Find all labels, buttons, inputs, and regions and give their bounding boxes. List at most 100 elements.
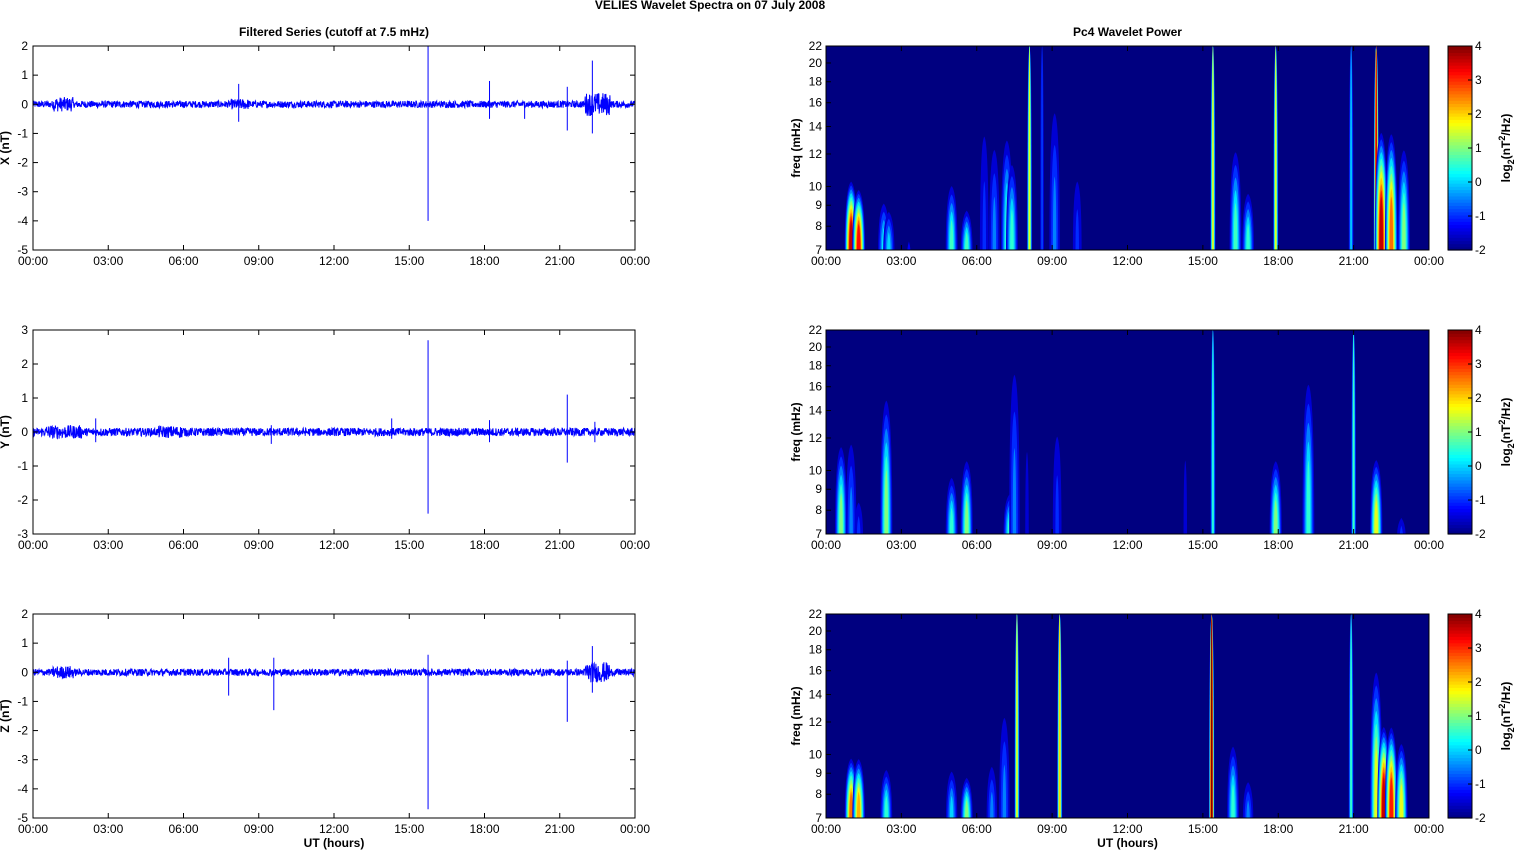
colorbar-segment xyxy=(1448,195,1472,200)
colorbar-segment xyxy=(1448,457,1472,462)
colorbar-tick-label: 4 xyxy=(1475,39,1482,53)
colorbar-segment xyxy=(1448,623,1472,628)
x-axis-label: UT (hours) xyxy=(304,836,365,850)
y-axis-label: freq (mHz) xyxy=(789,402,803,461)
colorbar-segment xyxy=(1448,81,1472,85)
y-tick-label: 20 xyxy=(809,340,823,354)
y-tick-label: 0 xyxy=(21,665,28,679)
colorbar-segment xyxy=(1448,779,1472,784)
colorbar-segment xyxy=(1448,192,1472,197)
colorbar-segment xyxy=(1448,444,1472,449)
y-tick-label: -4 xyxy=(17,214,28,228)
colorbar-segment xyxy=(1448,639,1472,644)
event-contour xyxy=(1246,800,1250,818)
colorbar-segment xyxy=(1448,125,1472,130)
colorbar-segment xyxy=(1448,132,1472,136)
y-tick-label: -1 xyxy=(17,459,28,473)
colorbar-segment xyxy=(1448,186,1472,191)
spectrogram-background xyxy=(826,330,1429,534)
event-contour xyxy=(1389,196,1394,250)
colorbar-segment xyxy=(1448,620,1472,625)
label-superscript: 2 xyxy=(1497,136,1507,141)
spectrogram-events xyxy=(834,330,1406,534)
colorbar-segment xyxy=(1448,122,1472,127)
event-contour xyxy=(1379,196,1384,250)
y-tick-label: 20 xyxy=(809,624,823,638)
spectral-event xyxy=(1057,614,1063,818)
x-tick-label: 00:00 xyxy=(811,254,841,268)
x-tick-label: 03:00 xyxy=(886,538,916,552)
y-tick-label: -3 xyxy=(17,185,28,199)
x-tick-label: 00:00 xyxy=(1414,822,1444,836)
y-tick-label: 22 xyxy=(809,607,823,621)
colorbar-segment xyxy=(1448,773,1472,778)
colorbar-segment xyxy=(1448,170,1472,175)
y-tick-label: 10 xyxy=(809,463,823,477)
spectral-event xyxy=(1014,614,1020,818)
time-series-panel-y: -3 -2 -1 0 1 2 3 Y (nT) 00:00 03:00 06:00 09:00 12:0… xyxy=(0,323,650,552)
panel-title: Pc4 Wavelet Power xyxy=(1073,25,1182,39)
colorbar-segment xyxy=(1448,61,1472,66)
x-tick-label: 00:00 xyxy=(18,822,48,836)
x-tick-label: 03:00 xyxy=(93,254,123,268)
colorbar-segment xyxy=(1448,333,1472,337)
spectrogram-background xyxy=(826,614,1429,818)
colorbar-segment xyxy=(1448,518,1472,522)
spectral-event xyxy=(960,777,973,818)
colorbar-segment xyxy=(1448,636,1472,641)
colorbar-segment xyxy=(1448,811,1472,816)
colorbar-segment xyxy=(1448,387,1472,392)
colorbar-segment xyxy=(1448,690,1472,695)
colorbar-segment xyxy=(1448,154,1472,159)
colorbar-segment xyxy=(1448,355,1472,360)
colorbar-segment xyxy=(1448,460,1472,465)
x-tick-label: 18:00 xyxy=(469,822,499,836)
colorbar-segment xyxy=(1448,199,1472,203)
event-contour xyxy=(1350,46,1352,250)
colorbar-segment xyxy=(1448,677,1472,682)
spectral-event xyxy=(1395,744,1408,818)
colorbar-segment xyxy=(1448,208,1472,213)
x-tick-label: 12:00 xyxy=(1112,538,1142,552)
y-tick-label: 0 xyxy=(21,97,28,111)
x-tick-label: 21:00 xyxy=(545,254,575,268)
colorbar-segment xyxy=(1448,514,1472,519)
colorbar-tick-label: 2 xyxy=(1475,391,1482,405)
event-contour xyxy=(887,232,891,250)
event-contour xyxy=(1402,202,1406,250)
colorbar-segment xyxy=(1448,211,1472,216)
y-tick-label: 1 xyxy=(21,636,28,650)
colorbar-segment xyxy=(1448,671,1472,676)
colorbar-segment xyxy=(1448,451,1472,455)
colorbar-segment xyxy=(1448,782,1472,787)
colorbar-segment xyxy=(1448,240,1472,245)
y-tick-label: 10 xyxy=(809,747,823,761)
label-subscript: 2 xyxy=(1506,159,1515,164)
event-contour xyxy=(1374,749,1378,818)
colorbar-segment xyxy=(1448,795,1472,800)
y-tick-label: -2 xyxy=(17,724,28,738)
colorbar-segment xyxy=(1448,486,1472,490)
colorbar-segment xyxy=(1448,665,1472,669)
colorbar-segment xyxy=(1448,524,1472,529)
x-tick-label: 18:00 xyxy=(1263,538,1293,552)
label-part: /Hz) xyxy=(1499,114,1513,136)
colorbar-segment xyxy=(1448,700,1472,704)
event-contour xyxy=(1010,208,1014,250)
y-tick-label: 2 xyxy=(21,357,28,371)
spectral-event xyxy=(880,400,893,534)
colorbar-segment xyxy=(1448,135,1472,140)
label-superscript: 2 xyxy=(1497,420,1507,425)
colorbar-segment xyxy=(1448,626,1472,631)
event-contour xyxy=(1233,202,1238,250)
colorbar-segment xyxy=(1448,189,1472,194)
event-contour xyxy=(849,219,853,250)
colorbar-segment xyxy=(1448,511,1472,516)
colorbar-segment xyxy=(1448,409,1472,414)
colorbar-segment xyxy=(1448,422,1472,427)
event-contour xyxy=(856,223,861,250)
y-tick-label: 16 xyxy=(809,664,823,678)
y-tick-label: 8 xyxy=(815,219,822,233)
spectral-event xyxy=(1229,152,1242,250)
spectral-event xyxy=(1183,460,1188,534)
